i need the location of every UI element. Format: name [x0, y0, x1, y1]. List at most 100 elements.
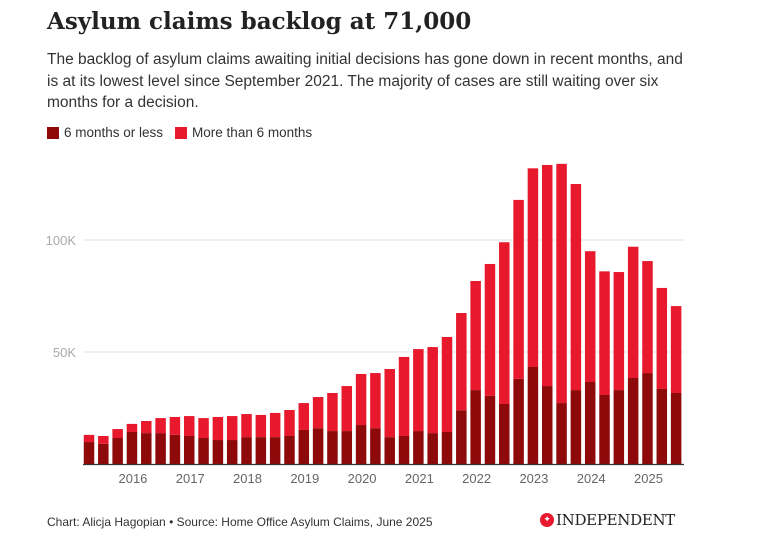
bar-6-months-or-less [327, 431, 338, 464]
y-tick-label: 50K [53, 345, 76, 360]
bar-6-months-or-less [298, 429, 310, 464]
bar-6-months-or-less [599, 395, 610, 464]
bar-6-months-or-less [499, 403, 510, 464]
y-tick-label: 100K [46, 233, 77, 248]
x-tick-label: 2017 [176, 471, 205, 486]
bar-6-months-or-less [183, 436, 195, 464]
bar-more-than-6-months [527, 168, 539, 368]
bar-6-months-or-less [627, 377, 639, 464]
bar-6-months-or-less [198, 438, 209, 464]
bar-more-than-6-months [370, 373, 381, 429]
bar-more-than-6-months [341, 386, 353, 432]
bar-more-than-6-months [627, 246, 639, 378]
bar-6-months-or-less [126, 431, 138, 464]
bar-more-than-6-months [656, 287, 668, 389]
bar-6-months-or-less [513, 378, 524, 464]
bar-6-months-or-less [255, 437, 267, 464]
bar-more-than-6-months [670, 306, 682, 393]
bar-more-than-6-months [183, 416, 195, 436]
bar-6-months-or-less [584, 382, 596, 464]
bar-more-than-6-months [198, 418, 209, 439]
bar-more-than-6-months [298, 403, 310, 430]
bar-more-than-6-months [541, 164, 553, 387]
bar-6-months-or-less [269, 437, 281, 464]
stacked-bar-chart: 50K 100K 2016 2017 2018 2019 2020 2021 2022 2023 2… [46, 163, 684, 486]
chart-subtitle: The backlog of asylum claims awaiting in… [47, 51, 683, 111]
bar-more-than-6-months [169, 416, 181, 435]
bar-6-months-or-less [312, 428, 324, 464]
legend-swatch [47, 126, 59, 139]
bar-more-than-6-months [613, 272, 625, 391]
bar-6-months-or-less [141, 433, 152, 464]
bar-6-months-or-less [427, 433, 438, 464]
bar-more-than-6-months [83, 434, 95, 443]
bar-6-months-or-less [570, 390, 582, 464]
bar-6-months-or-less [226, 440, 238, 464]
x-tick-label: 2018 [233, 471, 262, 486]
x-tick-label: 2022 [462, 471, 491, 486]
bar-more-than-6-months [384, 369, 395, 438]
chart-credit: Chart: Alicja Hagopian • Source: Home Of… [47, 515, 433, 529]
bar-6-months-or-less [470, 390, 481, 464]
bar-6-months-or-less [441, 431, 453, 464]
bar-more-than-6-months [456, 313, 467, 411]
x-tick-label: 2020 [348, 471, 377, 486]
logo-text: INDEPENDENT [556, 511, 675, 529]
x-tick-label: 2025 [634, 471, 663, 486]
x-tick-label: 2023 [519, 471, 548, 486]
bar-more-than-6-months [556, 163, 567, 404]
bar-more-than-6-months [499, 242, 510, 404]
bar-more-than-6-months [470, 280, 481, 391]
bar-more-than-6-months [226, 416, 238, 441]
bar-more-than-6-months [155, 418, 166, 434]
bar-6-months-or-less [370, 428, 381, 464]
bar-more-than-6-months [126, 423, 138, 432]
independent-logo: ✦ INDEPENDENT [540, 511, 675, 529]
bar-more-than-6-months [269, 412, 281, 438]
bar-6-months-or-less [169, 434, 181, 464]
bar-6-months-or-less [355, 425, 367, 464]
legend: 6 months or less More than 6 months [47, 125, 312, 140]
bar-more-than-6-months [112, 429, 123, 439]
bar-more-than-6-months [570, 184, 582, 391]
bar-more-than-6-months [141, 420, 152, 434]
bar-6-months-or-less [456, 410, 467, 464]
bar-more-than-6-months [241, 414, 252, 438]
bar-6-months-or-less [484, 395, 496, 464]
legend-label: More than 6 months [192, 125, 313, 140]
x-tick-label: 2016 [118, 471, 147, 486]
x-tick-label: 2021 [405, 471, 434, 486]
x-tick-label: 2024 [577, 471, 606, 486]
bar-more-than-6-months [413, 349, 424, 432]
x-tick-label: 2019 [290, 471, 319, 486]
bar-more-than-6-months [513, 199, 524, 379]
bar-6-months-or-less [284, 436, 295, 464]
bar-6-months-or-less [613, 390, 625, 464]
bar-6-months-or-less [341, 431, 353, 464]
bar-more-than-6-months [484, 263, 496, 396]
bar-6-months-or-less [241, 437, 252, 464]
bar-6-months-or-less [384, 437, 395, 464]
bar-more-than-6-months [398, 356, 410, 436]
eagle-icon: ✦ [540, 513, 554, 527]
bar-6-months-or-less [112, 438, 123, 464]
bar-6-months-or-less [556, 403, 567, 464]
bar-more-than-6-months [312, 397, 324, 429]
legend-swatch [175, 126, 188, 139]
bar-more-than-6-months [255, 414, 267, 438]
bar-more-than-6-months [98, 436, 109, 444]
bar-6-months-or-less [398, 436, 410, 464]
legend-label: 6 months or less [64, 125, 164, 140]
bar-more-than-6-months [584, 251, 596, 383]
bar-more-than-6-months [427, 347, 438, 434]
bar-6-months-or-less [527, 367, 539, 464]
bar-6-months-or-less [83, 442, 95, 464]
bar-6-months-or-less [642, 373, 653, 464]
bar-6-months-or-less [656, 388, 668, 464]
legend-item-long-wait: More than 6 months [175, 125, 312, 140]
bar-6-months-or-less [541, 386, 553, 464]
bar-more-than-6-months [284, 410, 295, 436]
bar-6-months-or-less [413, 431, 424, 464]
bar-6-months-or-less [98, 443, 109, 464]
bar-more-than-6-months [327, 392, 338, 432]
